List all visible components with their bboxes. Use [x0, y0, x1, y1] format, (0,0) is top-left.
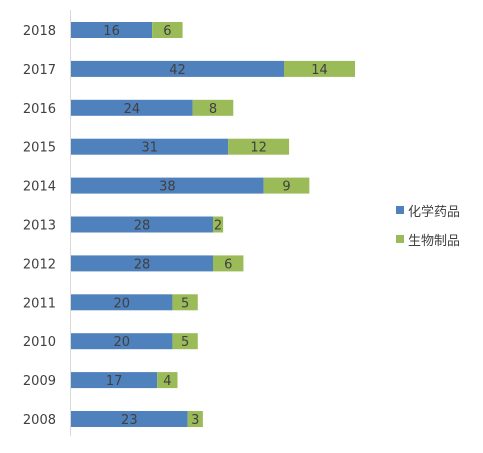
bar-segment-chemical [71, 372, 158, 389]
category-label: 2016 [23, 102, 56, 117]
data-label: 31 [141, 141, 158, 156]
data-label: 6 [163, 24, 171, 39]
data-label: 4 [163, 374, 171, 389]
data-label: 23 [121, 413, 138, 428]
bar-segment-chemical [71, 411, 188, 427]
data-label: 28 [134, 219, 151, 234]
data-label: 42 [169, 63, 186, 78]
bar-segment-chemical [71, 138, 229, 155]
data-label: 28 [134, 257, 151, 272]
legend-label-biological: 生物制品 [408, 233, 461, 249]
bar-segment-chemical [71, 22, 153, 38]
category-label: 2008 [23, 413, 56, 428]
bar-segment-chemical [71, 294, 173, 311]
bar-segment-chemical [71, 99, 193, 116]
legend-swatch-chemical [396, 206, 404, 214]
bar-segment-biological [157, 372, 178, 389]
bar-segment-biological [172, 294, 198, 311]
category-label: 2013 [23, 219, 56, 234]
bar-segment-biological [213, 255, 244, 272]
bars: 16 6 42 14 24 8 31 12 38 9 28 2 28 6 20 5 20 5 17 4 23 3 [71, 22, 355, 428]
category-label: 2009 [23, 374, 56, 389]
category-label: 2015 [23, 141, 56, 156]
bar-segment-biological [284, 60, 355, 77]
data-label: 20 [113, 296, 130, 311]
data-label: 3 [191, 413, 199, 428]
bar-segment-biological [213, 216, 224, 233]
bar-segment-chemical [71, 333, 173, 350]
data-label: 6 [224, 257, 232, 272]
bar-segment-chemical [71, 255, 213, 272]
bar-segment-chemical [71, 216, 213, 233]
bar-segment-biological [187, 411, 203, 427]
data-label: 5 [181, 296, 189, 311]
legend-item-biological: 生物制品 [396, 229, 460, 249]
data-label: 8 [209, 102, 217, 117]
bar-segment-biological [228, 138, 290, 155]
data-label: 24 [124, 102, 141, 117]
data-label: 5 [181, 335, 189, 350]
category-label: 2018 [23, 24, 56, 39]
legend-item-chemical: 化学药品 [396, 200, 460, 220]
category-label: 2011 [23, 296, 56, 311]
bar-segment-biological [263, 177, 310, 194]
bar-segment-biological [192, 99, 234, 116]
category-axis-labels: 2018 2017 2016 2015 2014 2013 2012 2011 2010 2009… [23, 24, 56, 428]
data-label: 14 [311, 63, 328, 78]
legend-swatch-biological [396, 235, 404, 243]
data-label: 16 [103, 24, 120, 39]
bar-segment-chemical [71, 60, 284, 77]
data-label: 9 [282, 180, 290, 195]
bar-segment-biological [172, 333, 198, 350]
category-label: 2014 [23, 180, 56, 195]
data-label: 17 [106, 374, 123, 389]
legend-label-chemical: 化学药品 [408, 204, 461, 220]
data-label: 38 [159, 180, 176, 195]
bar-segment-biological [152, 22, 183, 38]
data-label: 2 [214, 219, 222, 234]
bar-segment-chemical [71, 177, 264, 194]
data-label: 12 [250, 141, 267, 156]
category-label: 2010 [23, 335, 56, 350]
data-label: 20 [113, 335, 130, 350]
category-label: 2017 [23, 63, 56, 78]
legend: 化学药品 生物制品 [396, 200, 460, 258]
category-label: 2012 [23, 257, 56, 272]
